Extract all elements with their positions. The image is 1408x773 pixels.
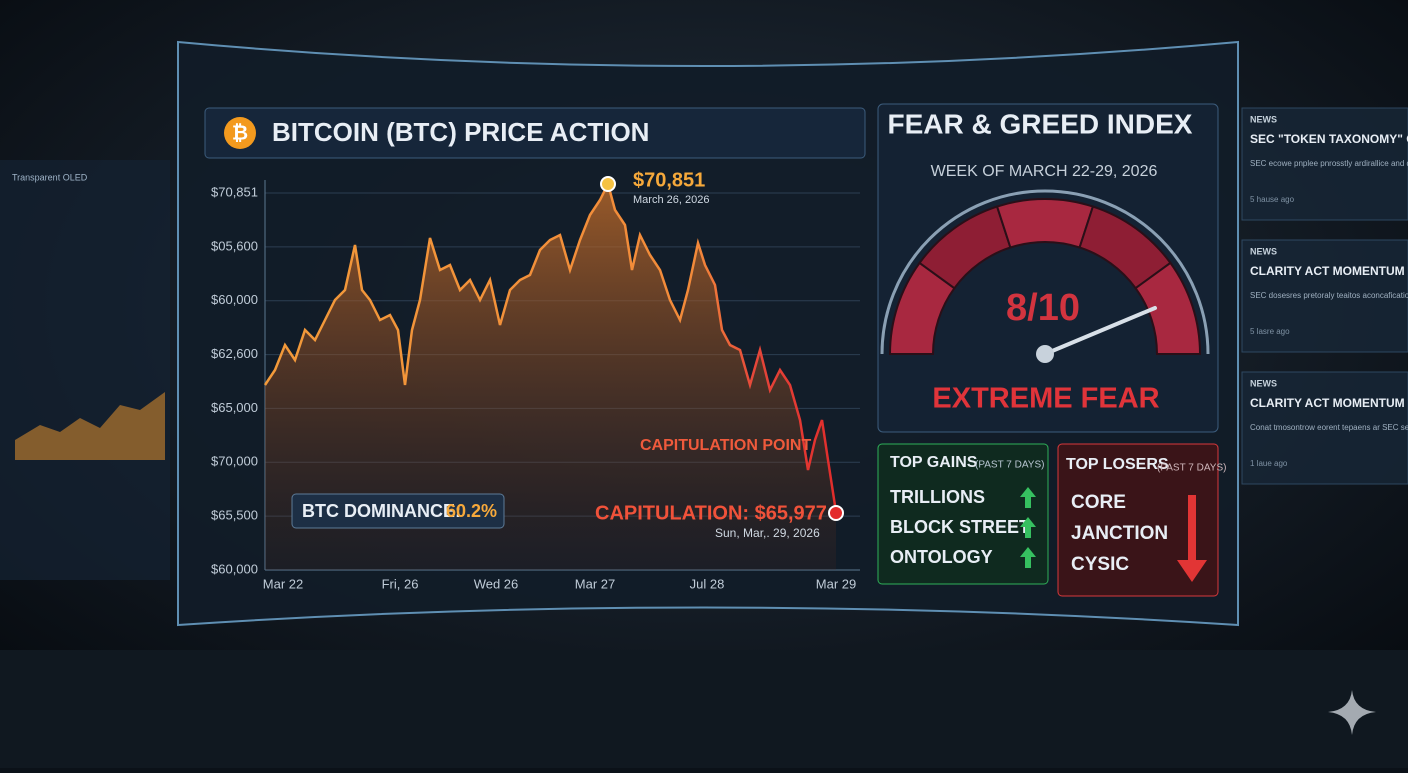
y-label: $70,851 <box>211 184 258 199</box>
news-headline: CLARITY ACT MOMENTUM <box>1250 264 1405 278</box>
gauge-panel <box>877 103 1219 433</box>
losers-title: TOP LOSERS <box>1066 456 1169 473</box>
peak-date: March 26, 2026 <box>633 194 709 206</box>
gauge-segment <box>995 197 1095 249</box>
gauge-rim <box>880 189 1210 355</box>
gauge-segment <box>1134 261 1202 355</box>
y-label: $65,000 <box>211 400 258 415</box>
capitulation-date: Sun, Mar,. 29, 2026 <box>715 526 820 540</box>
peak-marker <box>600 176 616 192</box>
x-label: Mar 22 <box>263 576 303 591</box>
y-label: $70,000 <box>211 454 258 469</box>
gauge <box>880 189 1210 355</box>
losers-panel <box>1057 443 1219 597</box>
gauge-hub <box>1036 345 1054 363</box>
capitulation-marker <box>828 505 844 521</box>
gains-panel <box>877 443 1049 585</box>
y-label: $60,000 <box>211 561 258 576</box>
news-time: 1 laue ago <box>1250 459 1288 468</box>
news-headline: CLARITY ACT MOMENTUM <box>1250 396 1405 410</box>
up-arrow <box>1020 547 1036 568</box>
sparkle-icon <box>1328 690 1376 735</box>
x-label: Wed 26 <box>474 576 519 591</box>
capitulation-point: CAPITULATION POINT <box>640 437 811 454</box>
btc-symbol: ₿ <box>232 122 248 144</box>
gauge-status: EXTREME FEAR <box>932 383 1159 415</box>
gauge-title: FEAR & GREED INDEX <box>888 108 1193 139</box>
gains-title: TOP GAINS <box>890 454 978 471</box>
news-headline: SEC "TOKEN TAXONOMY" GUIDELINES <box>1250 132 1408 146</box>
lists: TRILLIONS BLOCK STREET ONTOLOGY CORE JANCTIO… <box>890 487 1168 575</box>
loser-item: CORE <box>1071 492 1126 513</box>
gain-item: ONTOLOGY <box>890 547 993 567</box>
x-label: Fri, 26 <box>382 576 419 591</box>
news-card <box>1241 107 1408 221</box>
gains-period: (PAST 7 DAYS) <box>975 460 1044 471</box>
down-arrow <box>1177 495 1207 582</box>
side-title: Transparent OLED <box>12 172 88 182</box>
gauge-needle <box>1043 306 1157 356</box>
up-arrow <box>1020 487 1036 508</box>
news-time: 5 lasre ago <box>1250 327 1290 336</box>
x-label: Jul 28 <box>690 576 725 591</box>
peak-price: $70,851 <box>633 169 705 191</box>
price-area <box>265 184 836 570</box>
side-panel <box>0 160 170 580</box>
desk <box>0 650 1408 768</box>
losers-period: (PAST 7 DAYS) <box>1157 463 1226 474</box>
news-feed: NEWS SEC "TOKEN TAXONOMY" GUIDELINES SEC e… <box>1241 107 1408 485</box>
dominance-value: 60.2% <box>446 501 497 521</box>
news-time: 5 hause ago <box>1250 195 1295 204</box>
y-label: $60,000 <box>211 292 258 307</box>
news-card <box>1241 371 1408 485</box>
news-body: Conat tmosontrow eorent tepaens ar SEC s… <box>1250 423 1408 432</box>
btc-icon <box>224 117 256 149</box>
news-tag: NEWS <box>1250 114 1277 124</box>
gauge-subtitle: WEEK OF MARCH 22-29, 2026 <box>931 163 1158 180</box>
capitulation-text: CAPITULATION: $65,977 <box>595 502 827 524</box>
title-bar <box>204 107 866 159</box>
loser-item: JANCTION <box>1071 523 1168 544</box>
up-arrow <box>1020 517 1036 538</box>
news-tag: NEWS <box>1250 246 1277 256</box>
dominance-box <box>291 493 505 529</box>
news-card <box>1241 239 1408 353</box>
price-line <box>263 180 838 513</box>
news-body: SEC ecowe pnplee pnrosstly ardirallice a… <box>1250 159 1408 168</box>
y-label: $05,600 <box>211 238 258 253</box>
y-label: $65,500 <box>211 508 258 523</box>
y-label: $62,600 <box>211 346 258 361</box>
x-label: Mar 27 <box>575 576 615 591</box>
news-body: SEC dosesres pretoraly teaitos aconcafic… <box>1250 291 1408 300</box>
gain-item: TRILLIONS <box>890 487 985 507</box>
gauge-score: 8/10 <box>1006 287 1080 329</box>
chart-title: BITCOIN (BTC) PRICE ACTION <box>272 117 649 147</box>
loser-item: CYSIC <box>1071 554 1129 575</box>
x-label: Mar 29 <box>816 576 856 591</box>
dominance-label: BTC DOMINANCE: <box>302 501 461 521</box>
side-chart <box>15 392 165 460</box>
news-tag: NEWS <box>1250 378 1277 388</box>
gain-item: BLOCK STREET <box>890 517 1030 537</box>
